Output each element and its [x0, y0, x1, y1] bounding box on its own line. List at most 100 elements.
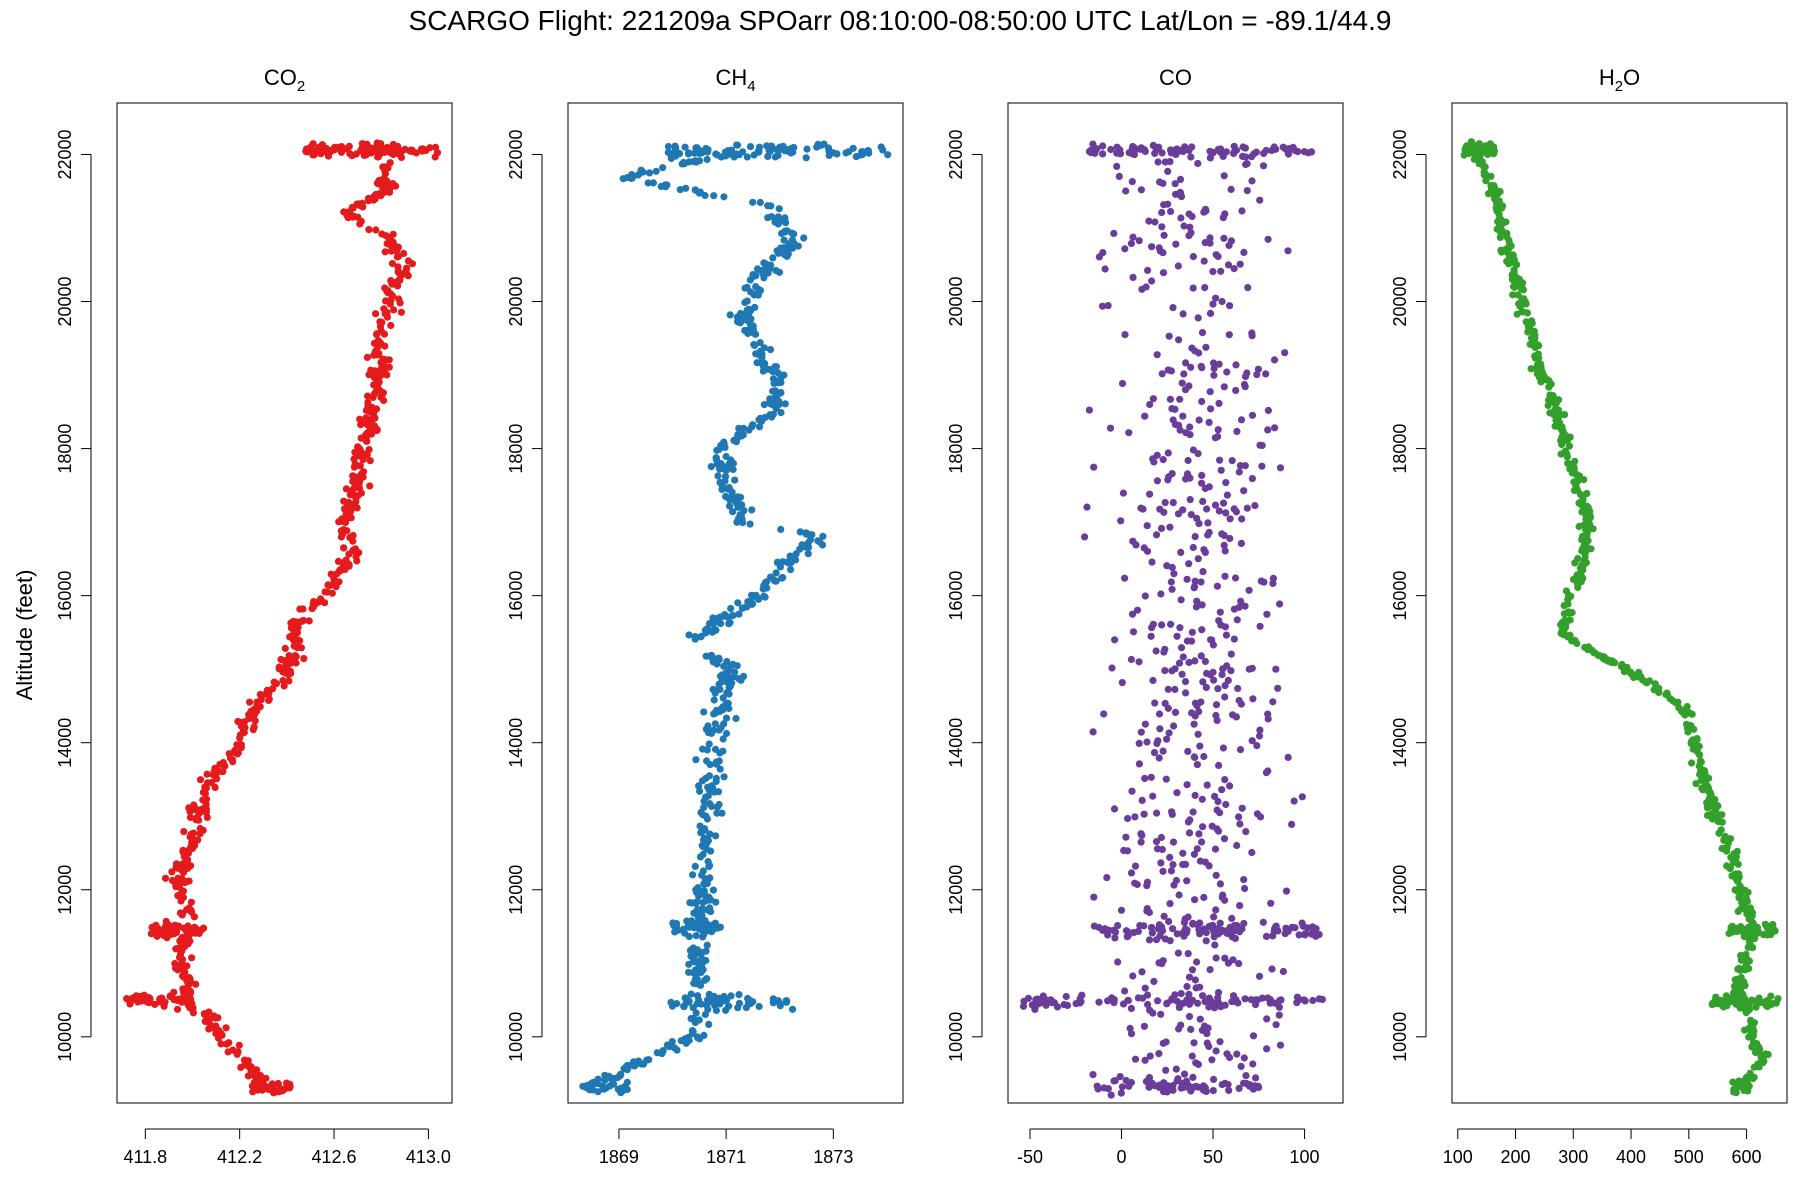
data-point	[1269, 698, 1277, 706]
data-point	[1235, 468, 1243, 476]
data-point	[321, 588, 329, 596]
data-point	[1224, 676, 1232, 685]
data-point	[1198, 601, 1206, 609]
data-point	[1180, 370, 1188, 378]
data-point	[1171, 405, 1179, 413]
data-point	[1143, 905, 1151, 913]
y-tick-label: 18000	[506, 424, 526, 474]
data-point	[1546, 394, 1555, 402]
data-point	[700, 147, 708, 155]
data-point	[800, 234, 808, 242]
data-point	[739, 148, 747, 156]
data-point	[1243, 187, 1251, 195]
data-point	[705, 740, 713, 748]
data-point	[194, 836, 202, 844]
data-point	[1167, 207, 1175, 216]
data-point	[1194, 730, 1202, 738]
data-point	[378, 230, 386, 238]
data-point	[1231, 925, 1239, 934]
data-point	[1187, 1025, 1195, 1033]
data-point	[1185, 1012, 1194, 1021]
data-point	[1206, 388, 1214, 396]
x-tick-label: 1869	[599, 1147, 639, 1167]
data-point	[1135, 739, 1143, 748]
data-point	[1213, 582, 1221, 590]
data-point	[644, 179, 652, 187]
data-point	[1282, 887, 1291, 895]
data-point	[249, 726, 257, 734]
data-point	[371, 414, 379, 422]
data-point	[1147, 632, 1155, 640]
data-points	[123, 139, 442, 1097]
data-point	[1247, 996, 1255, 1004]
data-point	[281, 644, 289, 653]
data-point	[1218, 530, 1226, 538]
data-point	[716, 749, 724, 757]
data-point	[1487, 185, 1496, 193]
data-point	[693, 949, 701, 957]
data-point	[1209, 668, 1217, 676]
data-point	[1201, 548, 1209, 557]
data-point	[163, 934, 171, 942]
data-point	[1101, 265, 1109, 273]
data-point	[345, 550, 353, 558]
data-point	[777, 244, 785, 252]
data-point	[336, 566, 344, 574]
data-point	[204, 1015, 213, 1023]
data-point	[1583, 489, 1591, 498]
data-point	[1141, 1056, 1149, 1064]
data-point	[716, 672, 725, 680]
data-point	[1237, 597, 1245, 605]
data-point	[623, 1085, 631, 1094]
data-point	[1122, 187, 1130, 195]
data-point	[1162, 1066, 1170, 1074]
data-point	[1159, 957, 1167, 965]
data-point	[1535, 342, 1543, 350]
data-point	[1185, 210, 1193, 218]
data-point	[1101, 925, 1109, 933]
data-point	[703, 625, 711, 633]
data-point	[1582, 515, 1590, 523]
y-tick-label: 22000	[55, 129, 75, 179]
data-point	[351, 460, 359, 468]
x-tick-label: 413.0	[406, 1147, 451, 1167]
data-point	[726, 682, 735, 690]
data-point	[1212, 294, 1220, 302]
data-point	[1142, 283, 1150, 291]
data-point	[1232, 361, 1240, 369]
data-point	[296, 637, 304, 645]
data-point	[195, 816, 203, 824]
data-point	[1241, 995, 1249, 1003]
data-point	[1199, 678, 1207, 686]
data-point	[1262, 146, 1270, 155]
data-point	[270, 1089, 278, 1097]
data-point	[259, 691, 267, 699]
data-point	[1206, 239, 1214, 247]
data-point	[1090, 893, 1098, 901]
data-point	[1262, 370, 1270, 378]
x-tick-label: 300	[1558, 1147, 1588, 1167]
data-point	[196, 776, 205, 784]
data-point	[1107, 1091, 1115, 1099]
data-point	[759, 362, 767, 370]
data-point	[1762, 1002, 1770, 1010]
data-point	[1304, 149, 1312, 157]
data-point	[1177, 214, 1185, 222]
data-point	[691, 186, 699, 194]
data-point	[361, 431, 369, 439]
data-point	[1104, 302, 1112, 310]
data-point	[616, 1070, 625, 1078]
data-point	[1183, 982, 1191, 991]
data-point	[735, 610, 743, 618]
data-point	[720, 773, 728, 781]
data-point	[1227, 185, 1235, 193]
data-point	[1251, 502, 1259, 510]
data-point	[1111, 928, 1120, 936]
data-point	[1204, 531, 1212, 539]
data-point	[1193, 514, 1201, 523]
data-point	[1720, 836, 1728, 844]
data-point	[1223, 368, 1231, 376]
data-point	[1761, 920, 1769, 928]
data-point	[350, 484, 358, 492]
data-point	[380, 305, 388, 313]
